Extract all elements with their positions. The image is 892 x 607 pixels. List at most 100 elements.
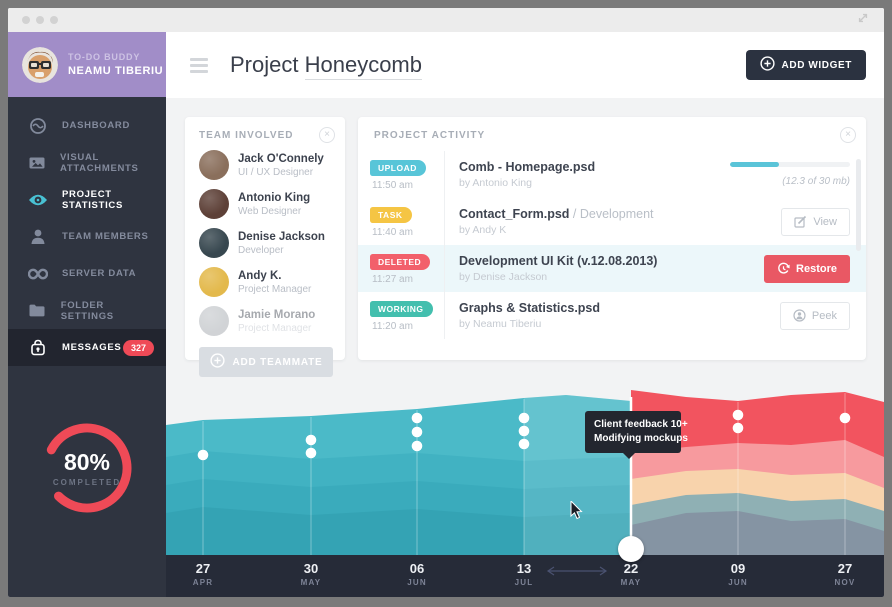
close-icon[interactable]: × [840,127,856,143]
timeline-month: NOV [834,578,856,587]
user-icon [28,228,48,246]
member-name: Jack O'Connely [238,152,324,165]
activity-rows: UPLOAD 11:50 am Comb - Homepage.psd by A… [358,151,866,339]
activity-main-column: Development UI Kit (v.12.08.2013) by Den… [444,245,764,292]
progress-percent: 80% [63,449,111,475]
team-list: Jack O'Connely UI / UX Designer Antonio … [199,150,333,336]
timeline-month: MAY [300,578,322,587]
button-label: Peek [811,309,837,322]
sidebar-item-server-data[interactable]: SERVER DATA [8,255,166,292]
activity-time: 11:27 am [372,274,413,285]
member-avatar [199,306,229,336]
timeline-day: 13 [516,561,532,576]
activity-time: 11:50 am [372,180,413,191]
dashboard-body: TEAM INVOLVED × Jack O'Connely UI / UX D… [166,98,884,385]
progress-label: COMPLETED [52,478,122,487]
peek-button[interactable]: Peek [779,301,850,330]
activity-main-column: Contact_Form.psd / Development by Andy K [444,198,781,245]
sidebar-item-team-members[interactable]: TEAM MEMBERS [8,218,166,255]
member-role: UI / UX Designer [238,166,314,178]
activity-author: by Denise Jackson [459,271,548,283]
upload-progress-fill [730,162,780,167]
progress-center: 80% COMPLETED [35,416,139,520]
page-header: Project Honeycomb ADD WIDGET [166,32,884,98]
team-member-row[interactable]: Antonio King Web Designer [199,189,333,219]
timeline-date-27-apr[interactable]: 27 APR [193,561,214,587]
menu-icon[interactable] [190,55,208,76]
activity-title: Graphs & Statistics.psd [459,301,601,315]
activity-author: by Neamu Tiberiu [459,318,542,330]
activity-row: WORKING 11:20 am Graphs & Statistics.psd… [358,292,866,339]
mouse-cursor-icon [570,499,583,525]
timeline-drag-handle[interactable] [618,536,644,562]
timeline-date-06-jun[interactable]: 06 JUN [407,561,427,587]
content-area: Project Honeycomb ADD WIDGET [166,32,884,597]
tooltip-line1: Client feedback 10+ [594,419,688,430]
sidebar-item-project-statistics[interactable]: PROJECT STATISTICS [8,181,166,218]
timeline-date-22-may[interactable]: 22 MAY [621,561,642,587]
edit-icon [794,215,807,228]
window-dot-icon[interactable] [22,16,30,24]
member-role: Project Manager [238,322,312,334]
view-button[interactable]: View [781,207,850,236]
folder-icon [28,302,47,320]
user-name: NEAMU TIBERIU [68,65,164,77]
image-icon [28,154,46,172]
activity-badge-column: DELETED 11:27 am [358,252,444,285]
activity-row: TASK 11:40 am Contact_Form.psd / Develop… [358,198,866,245]
timeline-month: JUL [514,578,534,587]
eye-icon [28,191,48,209]
activity-main-column: Graphs & Statistics.psd by Neamu Tiberiu [444,292,780,339]
status-badge: WORKING [370,301,433,317]
window-dot-icon[interactable] [50,16,58,24]
timeline-date-30-may[interactable]: 30 MAY [301,561,322,587]
sidebar-item-label: MESSAGES [62,342,122,353]
member-texts: Jack O'Connely UI / UX Designer [238,153,324,178]
timeline-date-09-jun[interactable]: 09 JUN [728,561,748,587]
scrollbar-thumb[interactable] [856,159,861,251]
sidebar-item-label: VISUAL ATTACHMENTS [60,151,139,174]
activity-right-column: View [781,207,850,236]
member-texts: Andy K. Project Manager [238,270,311,295]
timeline-date-27-nov[interactable]: 27 NOV [835,561,856,587]
activity-row: DELETED 11:27 am Development UI Kit (v.1… [358,245,866,292]
activity-main-column: Comb - Homepage.psd by Antonio King [444,151,730,198]
sidebar-item-label: FOLDER SETTINGS [60,299,114,322]
progress-donut: 80% COMPLETED [8,416,166,520]
team-member-row[interactable]: Denise Jackson Developer [199,228,333,258]
page-title: Project Honeycomb [230,52,422,80]
expand-icon[interactable] [856,11,870,30]
timeline-day: 27 [195,561,211,576]
team-member-row[interactable]: Andy K. Project Manager [199,267,333,297]
member-texts: Jamie Morano Project Manager [238,309,315,334]
activity-chart: Client feedback 10+ Modifying mockups [166,385,884,562]
add-widget-label: ADD WIDGET [781,59,852,71]
member-name: Antonio King [238,191,311,204]
add-widget-button[interactable]: ADD WIDGET [745,50,866,80]
sidebar-item-visual-attachments[interactable]: VISUAL ATTACHMENTS [8,144,166,181]
sidebar-item-dashboard[interactable]: DASHBOARD [8,107,166,144]
user-profile[interactable]: TO-DO BUDDY NEAMU TIBERIU [8,32,166,97]
member-texts: Antonio King Web Designer [238,192,310,217]
close-icon[interactable]: × [319,127,335,143]
window-dot-icon[interactable] [36,16,44,24]
window-main: TO-DO BUDDY NEAMU TIBERIU DASHBOARD VISU… [8,32,884,597]
add-teammate-label: ADD TEAMMATE [232,356,323,368]
timeline-month: JUN [407,578,427,587]
app-window: TO-DO BUDDY NEAMU TIBERIU DASHBOARD VISU… [8,8,884,597]
team-involved-panel: TEAM INVOLVED × Jack O'Connely UI / UX D… [185,117,345,377]
restore-button[interactable]: Restore [764,254,850,283]
sidebar: TO-DO BUDDY NEAMU TIBERIU DASHBOARD VISU… [8,32,166,597]
sidebar-item-messages[interactable]: MESSAGES 327 [8,329,166,366]
timeline-date-13-jul[interactable]: 13 JUL [515,561,534,587]
member-texts: Denise Jackson Developer [238,231,325,256]
add-teammate-button[interactable]: ADD TEAMMATE [199,347,333,377]
activity-badge-column: UPLOAD 11:50 am [358,158,444,191]
team-member-row[interactable]: Jack O'Connely UI / UX Designer [199,150,333,180]
activity-title: Development UI Kit (v.12.08.2013) [459,254,658,268]
sidebar-item-folder-settings[interactable]: FOLDER SETTINGS [8,292,166,329]
upload-progress-bar [730,162,850,167]
team-member-row[interactable]: Jamie Morano Project Manager [199,306,333,336]
activity-badge-column: TASK 11:40 am [358,205,444,238]
upload-progress-note: (12.3 of 30 mb) [782,176,850,187]
